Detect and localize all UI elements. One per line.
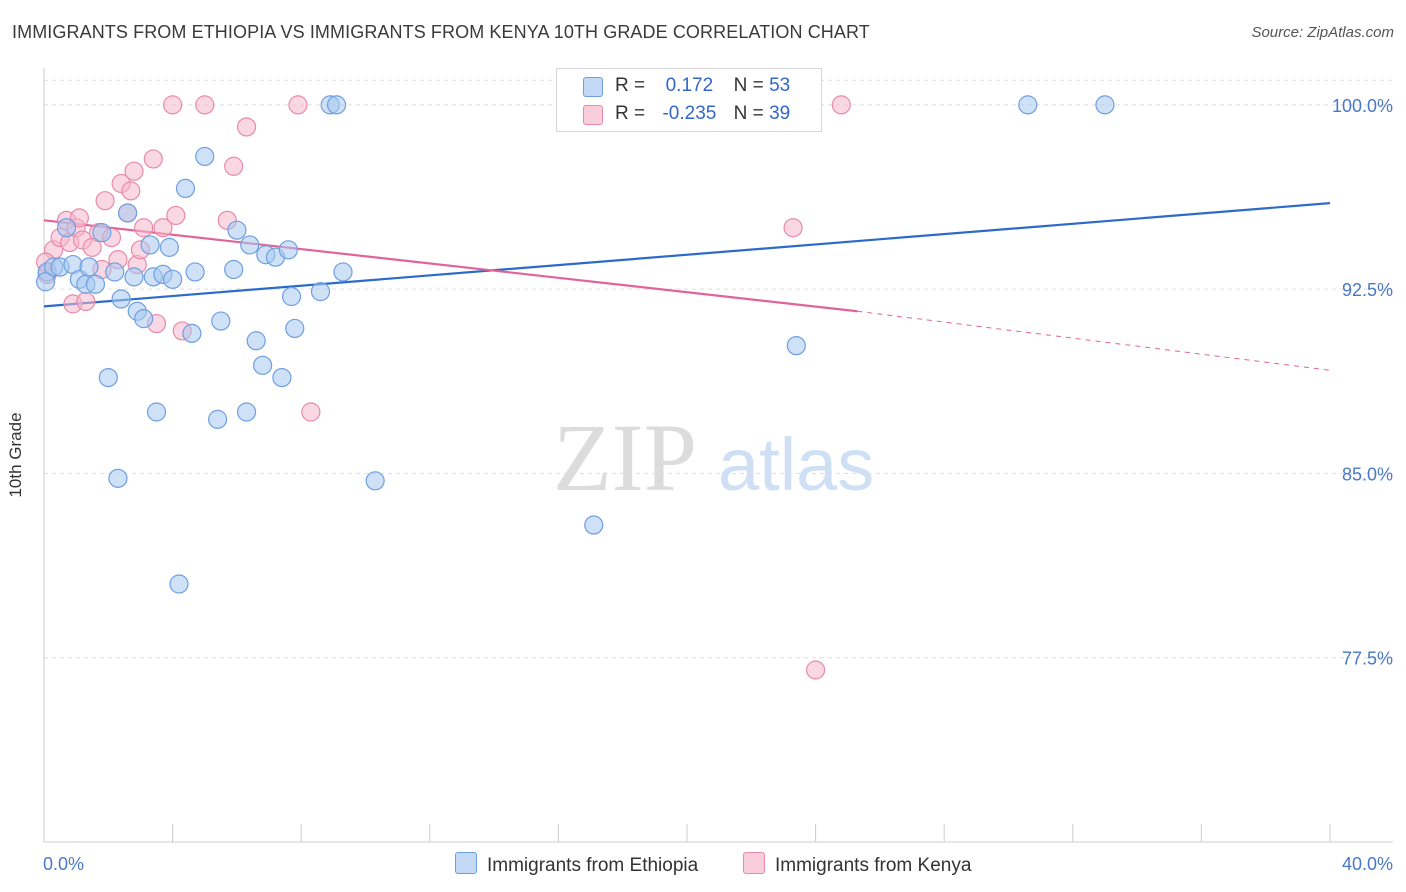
point-ethiopia	[134, 309, 154, 329]
y-tick-label: 85.0%	[1342, 464, 1393, 484]
chart-title: IMMIGRANTS FROM ETHIOPIA VS IMMIGRANTS F…	[12, 22, 870, 42]
point-ethiopia	[117, 203, 138, 223]
trend-lines	[43, 202, 1331, 371]
series-swatch-ethiopia	[455, 852, 477, 874]
series-name-ethiopia: Immigrants from Ethiopia	[487, 855, 699, 876]
point-ethiopia	[326, 95, 347, 115]
point-ethiopia	[98, 368, 118, 388]
point-kenya	[76, 291, 96, 312]
trend-line-kenya-extension	[857, 310, 1331, 371]
point-ethiopia	[211, 311, 231, 331]
point-kenya	[783, 218, 803, 238]
trend-line-kenya	[43, 219, 858, 313]
y-tick-labels: 77.5% 85.0% 92.5% 100.0%	[1332, 96, 1393, 669]
legend-n-value-ethiopia: 53	[769, 75, 791, 96]
point-ethiopia	[333, 262, 353, 282]
legend-r-label: R =	[615, 103, 646, 124]
point-ethiopia	[272, 368, 292, 388]
legend-text-kenya: R = -0.235 N = 39	[615, 103, 790, 125]
y-tick-label: 92.5%	[1342, 280, 1393, 300]
series-name-kenya: Immigrants from Kenya	[775, 855, 972, 876]
point-ethiopia	[246, 331, 266, 351]
point-ethiopia	[285, 318, 305, 339]
legend-r-value-ethiopia: 0.172	[665, 75, 714, 96]
point-ethiopia	[56, 218, 77, 238]
trend-line-ethiopia	[43, 202, 1331, 308]
point-ethiopia	[195, 146, 215, 167]
data-points	[36, 95, 1115, 680]
point-ethiopia	[240, 235, 260, 255]
point-ethiopia	[159, 237, 179, 257]
x-tick-label-max: 40.0%	[1342, 854, 1393, 874]
x-tick-label-min: 0.0%	[43, 854, 84, 874]
point-kenya	[301, 402, 321, 422]
point-ethiopia	[140, 235, 160, 255]
point-ethiopia	[584, 515, 604, 535]
point-kenya	[121, 181, 141, 201]
point-kenya	[69, 208, 89, 228]
y-tick-label: 77.5%	[1342, 649, 1393, 669]
correlation-legend: R = 0.172 N = 53 R = -0.235 N = 39	[556, 68, 822, 132]
point-ethiopia	[278, 240, 298, 260]
point-kenya	[134, 218, 154, 238]
point-ethiopia	[124, 267, 144, 287]
watermark-zip: ZIP	[553, 404, 697, 511]
y-tick-label: 100.0%	[1332, 96, 1393, 116]
point-kenya	[805, 660, 826, 680]
point-ethiopia	[105, 262, 125, 282]
axes	[43, 68, 1393, 843]
point-ethiopia	[36, 272, 56, 292]
point-kenya	[143, 149, 163, 169]
point-kenya	[288, 95, 308, 115]
point-ethiopia	[108, 468, 128, 488]
point-ethiopia	[236, 402, 257, 422]
point-ethiopia	[146, 402, 167, 422]
point-ethiopia	[1018, 95, 1038, 115]
point-ethiopia	[310, 282, 331, 302]
point-kenya	[166, 205, 186, 226]
point-kenya	[224, 156, 244, 176]
point-kenya	[153, 218, 173, 238]
point-kenya	[163, 95, 183, 115]
point-ethiopia	[92, 223, 112, 243]
point-kenya	[195, 95, 215, 115]
point-kenya	[831, 95, 851, 115]
point-kenya	[236, 117, 257, 137]
point-ethiopia	[111, 289, 131, 309]
legend-r-label: R =	[615, 75, 646, 96]
point-ethiopia	[169, 574, 189, 594]
point-ethiopia	[365, 471, 385, 491]
point-ethiopia	[175, 178, 196, 198]
legend-text-ethiopia: R = 0.172 N = 53	[615, 75, 790, 97]
point-ethiopia	[185, 262, 205, 282]
legend-swatch-kenya	[583, 105, 603, 125]
point-ethiopia	[224, 259, 244, 280]
point-ethiopia	[79, 257, 99, 277]
series-legend-kenya: Immigrants from Kenya	[743, 852, 971, 877]
point-ethiopia	[1095, 95, 1115, 115]
x-tick-labels: 0.0% 40.0%	[43, 854, 1393, 874]
point-kenya	[95, 191, 115, 211]
watermark: ZIP atlas	[553, 404, 874, 511]
point-ethiopia	[253, 355, 273, 375]
source-note: Source: ZipAtlas.com	[1251, 24, 1394, 41]
watermark-atlas: atlas	[718, 423, 874, 506]
point-ethiopia	[163, 269, 183, 289]
grid-lines	[44, 79, 1393, 659]
point-ethiopia	[227, 220, 247, 240]
legend-swatch-ethiopia	[583, 77, 603, 97]
point-ethiopia	[85, 274, 106, 294]
point-ethiopia	[208, 409, 228, 429]
point-ethiopia	[786, 336, 806, 356]
series-swatch-kenya	[743, 852, 765, 874]
legend-n-label: N =	[733, 75, 764, 96]
legend-n-label: N =	[733, 103, 764, 124]
point-ethiopia	[281, 286, 302, 307]
point-ethiopia	[182, 323, 202, 343]
series-legend-ethiopia: Immigrants from Ethiopia	[455, 852, 698, 877]
legend-r-value-kenya: -0.235	[662, 103, 717, 124]
legend-n-value-kenya: 39	[769, 103, 791, 124]
point-kenya	[124, 161, 144, 181]
